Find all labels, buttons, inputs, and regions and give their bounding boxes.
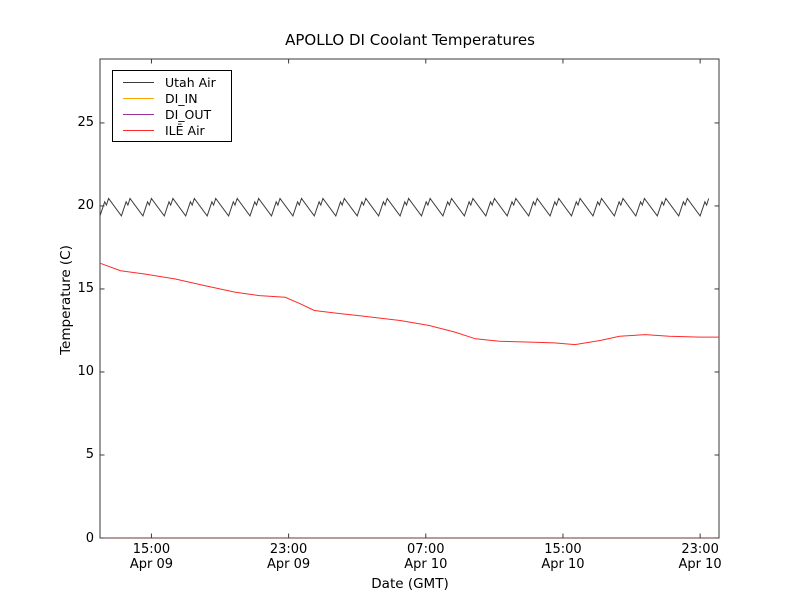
legend-label-ile-air: ILĒ Air <box>165 122 205 138</box>
series-ile-air-line <box>99 262 719 346</box>
series-utah-air-line <box>99 197 710 217</box>
legend-entry-di-out: DI_OUT <box>123 106 231 122</box>
chart-title: APOLLO DI Coolant Temperatures <box>285 31 535 49</box>
legend-label-utah-air: Utah Air <box>165 74 216 90</box>
legend-line-sample-ile-air <box>123 129 154 131</box>
legend-entry-di-in: DI_IN <box>123 90 231 106</box>
legend-line-sample-di-out <box>123 113 154 115</box>
legend-entry-utah-air: Utah Air <box>123 74 231 90</box>
legend-entry-ile-air: ILĒ Air <box>123 122 231 138</box>
legend-label-di-out: DI_OUT <box>165 106 212 122</box>
legend-line-sample-utah-air <box>123 81 154 83</box>
legend-line-sample-di-in <box>123 97 154 99</box>
x-axis-label: Date (GMT) <box>371 576 449 592</box>
legend: Utah Air DI_IN DI_OUT ILĒ Air <box>112 70 232 142</box>
legend-label-di-in: DI_IN <box>165 90 198 106</box>
